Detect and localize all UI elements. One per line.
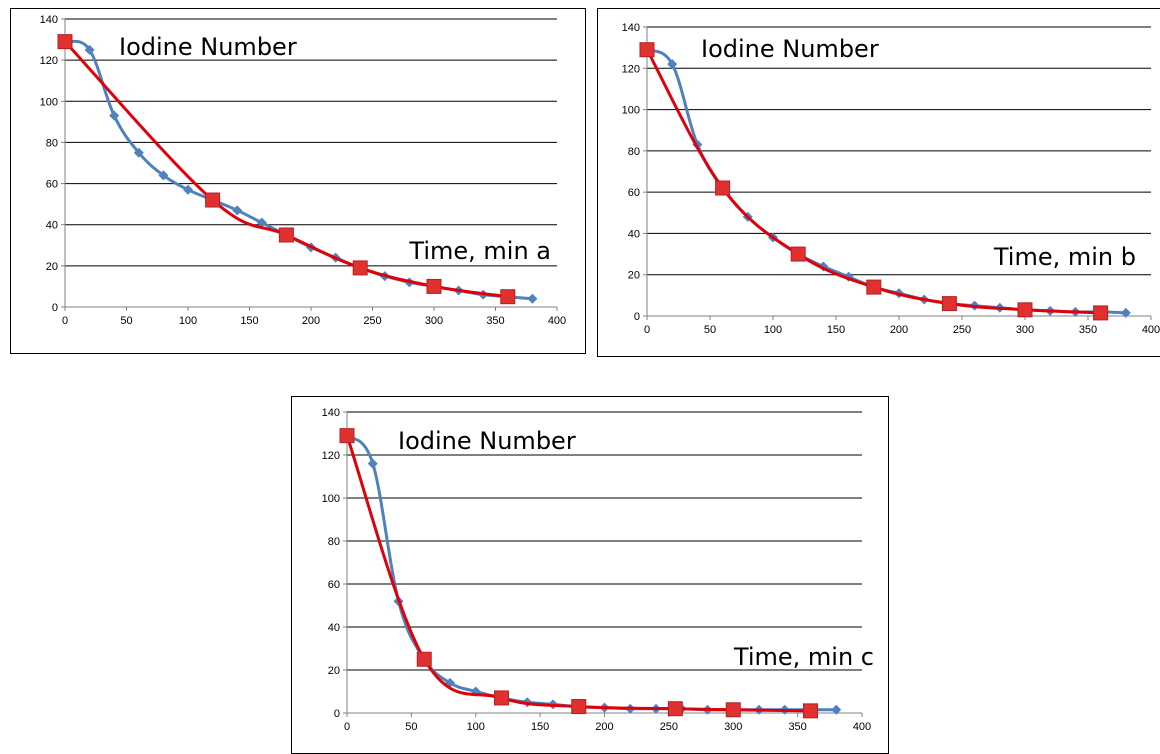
- chart-title-a: Iodine Number: [119, 33, 297, 61]
- x-tick-label: 150: [240, 315, 258, 327]
- y-tick-label: 100: [622, 105, 640, 117]
- model-point: [494, 690, 509, 706]
- y-tick-label: 60: [628, 187, 640, 199]
- x-tick-label: 100: [467, 721, 485, 733]
- y-tick-label: 140: [40, 14, 58, 26]
- model-point: [352, 260, 368, 276]
- chart-c: 0 20 40 60 80 100 120 140 0 50 100 150 200 250 300 350 4…: [322, 407, 874, 733]
- x-tick-label: 250: [660, 721, 678, 733]
- x-tick-label: 350: [1079, 324, 1097, 336]
- model-point: [57, 34, 73, 50]
- model-point: [715, 180, 731, 196]
- model-point: [500, 289, 516, 305]
- x-tick-label: 150: [531, 721, 549, 733]
- measured-point: [183, 184, 193, 195]
- x-tick-label: 50: [704, 324, 716, 336]
- chart-b: 0 20 40 60 80 100 120 140 0 50 100 150 200 250 300 350 4…: [622, 22, 1160, 336]
- x-axis-label-c: Time, min c: [733, 643, 874, 671]
- model-point: [205, 192, 221, 208]
- model-point: [571, 699, 587, 715]
- y-tick-label: 0: [334, 708, 340, 720]
- chart-title-b: Iodine Number: [701, 35, 879, 63]
- x-tick-label: 200: [302, 315, 320, 327]
- measured-point: [232, 205, 243, 216]
- x-tick-label: 300: [1016, 324, 1034, 336]
- x-tick-label: 200: [890, 324, 908, 336]
- model-point: [278, 227, 294, 243]
- x-tick-label: 300: [425, 315, 443, 327]
- model-point: [639, 42, 655, 58]
- x-tick-label: 200: [595, 721, 613, 733]
- model-point: [725, 702, 741, 718]
- measured-point: [667, 59, 678, 70]
- y-tick-label: 120: [40, 55, 58, 67]
- model-point: [416, 651, 432, 667]
- x-tick-label: 0: [644, 324, 650, 336]
- chart-title-c: Iodine Number: [398, 427, 576, 455]
- measured-point: [818, 261, 829, 272]
- chart-panel-b: 0 20 40 60 80 100 120 140 0 50 100 150 200 250 300 350 4…: [597, 8, 1160, 357]
- model-point: [426, 278, 442, 294]
- y-tick-label: 0: [52, 302, 58, 314]
- model-point: [339, 428, 355, 444]
- y-tick-label: 120: [322, 450, 340, 462]
- model-point: [941, 296, 957, 312]
- x-tick-label: 300: [724, 721, 742, 733]
- y-tick-label: 100: [40, 96, 58, 108]
- model-point: [667, 701, 683, 717]
- x-tick-label: 400: [853, 721, 871, 733]
- model-series-line-b: [645, 48, 1103, 315]
- measured-point: [1120, 307, 1131, 318]
- x-tick-label: 0: [62, 315, 68, 327]
- x-tick-label: 50: [120, 315, 132, 327]
- chart-panel-c: 0 20 40 60 80 100 120 140 0 50 100 150 200 250 300 350 4…: [291, 396, 889, 754]
- chart-panel-a: 0 20 40 60 80 100 120 140 0 50 100 150 200 250 300 350 4…: [10, 8, 586, 354]
- y-tick-label: 80: [328, 536, 340, 548]
- x-tick-label: 100: [179, 315, 197, 327]
- model-point: [803, 703, 818, 719]
- x-axis-label-a: Time, min a: [408, 237, 551, 265]
- model-point: [790, 246, 806, 262]
- y-tick-label: 0: [634, 311, 640, 323]
- y-tick-label: 80: [628, 146, 640, 158]
- x-tick-label: 250: [363, 315, 381, 327]
- x-axis-label-b: Time, min b: [993, 243, 1136, 271]
- model-point: [1017, 302, 1033, 318]
- measured-point: [84, 44, 95, 55]
- x-tick-label: 400: [548, 315, 566, 327]
- y-tick-label: 40: [628, 228, 640, 240]
- y-tick-label: 120: [622, 63, 640, 75]
- y-tick-label: 80: [46, 137, 58, 149]
- y-tick-label: 140: [622, 22, 640, 34]
- measured-point: [158, 170, 169, 181]
- x-tick-label: 0: [344, 721, 350, 733]
- model-point: [866, 279, 882, 295]
- y-tick-label: 40: [328, 622, 340, 634]
- y-tick-label: 20: [46, 261, 58, 273]
- y-tick-label: 40: [46, 220, 58, 232]
- x-tick-label: 100: [764, 324, 782, 336]
- measured-point: [527, 293, 538, 304]
- y-tick-label: 20: [628, 270, 640, 282]
- x-tick-label: 150: [827, 324, 845, 336]
- y-tick-label: 140: [322, 407, 340, 419]
- y-tick-label: 60: [328, 579, 340, 591]
- x-tick-label: 350: [486, 315, 504, 327]
- x-tick-label: 50: [405, 721, 417, 733]
- y-tick-label: 20: [328, 665, 340, 677]
- x-tick-label: 250: [953, 324, 971, 336]
- measured-point: [109, 110, 120, 121]
- measured-point: [256, 217, 267, 228]
- chart-a: 0 20 40 60 80 100 120 140 0 50 100 150 200 250 300 350 4…: [40, 14, 567, 327]
- x-tick-label: 400: [1142, 324, 1160, 336]
- measured-point: [133, 147, 144, 158]
- model-point: [1093, 305, 1109, 321]
- x-tick-label: 350: [788, 721, 806, 733]
- measured-point: [445, 677, 455, 688]
- measured-point: [367, 458, 378, 469]
- y-tick-label: 60: [46, 179, 58, 191]
- y-tick-label: 100: [322, 493, 340, 505]
- measured-point: [831, 704, 842, 715]
